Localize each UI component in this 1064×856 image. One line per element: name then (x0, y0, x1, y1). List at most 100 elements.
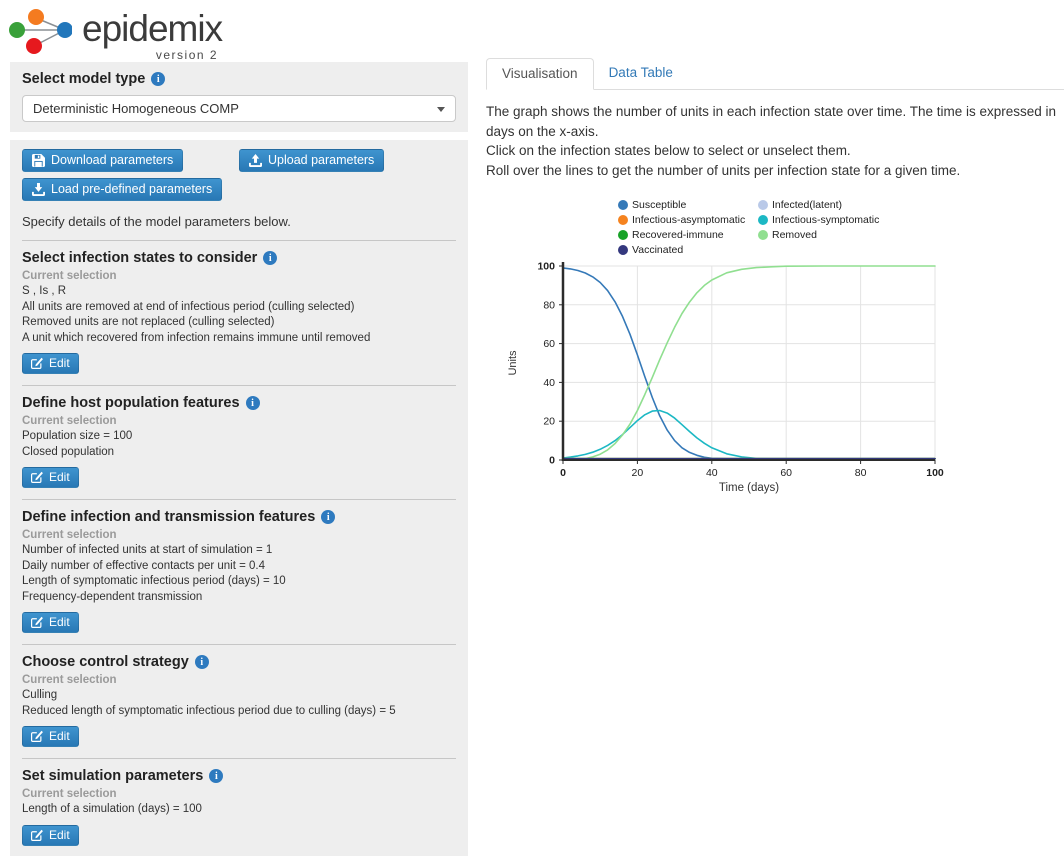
current-selection-line: Length of symptomatic infectious period … (22, 575, 286, 588)
model-type-select[interactable]: Deterministic Homogeneous COMP (22, 95, 456, 122)
legend-label: Infectious-asymptomatic (632, 214, 746, 227)
edit-icon (31, 730, 43, 743)
edit-icon (31, 616, 43, 629)
chart-legend: Susceptible Infected(latent) Infectious-as… (618, 199, 1064, 256)
current-selection-lines: S , Is , R All units are removed at end o… (22, 284, 456, 346)
edit-icon (31, 471, 43, 484)
chart-description-line: The graph shows the number of units in e… (486, 104, 1057, 139)
model-type-selected-value: Deterministic Homogeneous COMP (33, 101, 239, 116)
current-selection-label: Current selection (22, 415, 117, 428)
current-selection-line: Daily number of effective contacts per u… (22, 559, 266, 572)
parameter-section: Define host population features i Curren… (22, 385, 456, 489)
svg-text:40: 40 (706, 467, 718, 479)
svg-text:20: 20 (543, 416, 555, 428)
current-selection-label: Current selection (22, 529, 117, 542)
edit-button[interactable]: Edit (22, 612, 79, 634)
app-header: epidemix version 2 (8, 2, 223, 62)
legend-item-vaccinated[interactable]: Vaccinated (618, 244, 758, 256)
legend-color-dot (618, 245, 628, 256)
svg-text:0: 0 (560, 467, 566, 479)
svg-text:80: 80 (855, 467, 867, 479)
section-title: Set simulation parameters i (22, 768, 456, 784)
svg-text:60: 60 (543, 338, 555, 350)
info-icon[interactable]: i (151, 72, 166, 86)
download-parameters-button[interactable]: Download parameters (22, 149, 184, 172)
current-selection-lines: Number of infected units at start of sim… (22, 543, 456, 605)
intro-text: Specify details of the model parameters … (22, 214, 291, 229)
edit-icon (31, 357, 43, 370)
info-icon[interactable]: i (321, 510, 336, 525)
section-divider (22, 758, 456, 760)
legend-label: Susceptible (632, 199, 687, 212)
svg-text:60: 60 (780, 467, 792, 479)
current-selection-line: Population size = 100 (22, 430, 133, 443)
legend-color-dot (618, 200, 628, 211)
legend-color-dot (758, 200, 768, 211)
current-selection-line: Closed population (22, 445, 115, 458)
legend-color-dot (758, 215, 768, 226)
edit-button[interactable]: Edit (22, 467, 79, 489)
tab-bar: Visualisation Data Table (486, 58, 1064, 90)
epidemix-logo-icon (9, 9, 72, 54)
edit-button[interactable]: Edit (22, 726, 79, 748)
upload-parameters-button[interactable]: Upload parameters (239, 149, 385, 172)
chart-description-line: Roll over the lines to get the number of… (486, 162, 961, 178)
current-selection-lines: Culling Reduced length of symptomatic inf… (22, 688, 456, 719)
current-selection-lines: Length of a simulation (days) = 100 (22, 802, 456, 818)
svg-text:40: 40 (543, 377, 555, 389)
svg-text:Units: Units (507, 350, 519, 376)
parameter-section: Set simulation parameters i Current sele… (22, 758, 456, 846)
current-selection-line: Number of infected units at start of sim… (22, 544, 273, 557)
edit-button[interactable]: Edit (22, 353, 79, 375)
app-title: epidemix (82, 8, 223, 49)
parameter-section: Select infection states to consider i Cu… (22, 240, 456, 375)
current-selection-label: Current selection (22, 270, 117, 282)
results-panel: Visualisation Data Table The graph shows … (486, 58, 1064, 496)
parameter-section: Define infection and transmission featur… (22, 499, 456, 634)
edit-button[interactable]: Edit (22, 824, 79, 846)
info-icon[interactable]: i (245, 396, 260, 411)
parameter-section: Choose control strategy i Current select… (22, 644, 456, 748)
info-icon[interactable]: i (209, 769, 224, 784)
legend-item-removed[interactable]: Removed (758, 229, 918, 241)
current-selection-lines: Population size = 100 Closed population (22, 429, 456, 460)
section-title: Define infection and transmission featur… (22, 509, 456, 525)
legend-label: Infectious-symptomatic (772, 214, 880, 227)
edit-icon (31, 829, 43, 841)
download-icon (32, 182, 45, 196)
legend-color-dot (618, 215, 628, 226)
current-selection-line: Culling (22, 689, 58, 702)
infection-states-chart[interactable]: 0 20 40 60 80 100 0 20 40 60 80 100 Time (days) Units (486, 260, 966, 496)
section-divider (22, 385, 456, 387)
svg-text:Time (days): Time (days) (719, 482, 779, 494)
legend-item-infectious-asymptomatic[interactable]: Infectious-asymptomatic (618, 214, 758, 226)
chevron-down-icon (437, 107, 445, 112)
app-version: version 2 (155, 48, 219, 62)
current-selection-line: Reduced length of symptomatic infectious… (22, 704, 396, 717)
svg-text:100: 100 (537, 261, 555, 273)
svg-text:20: 20 (632, 467, 644, 479)
tab-data-table[interactable]: Data Table (608, 65, 673, 80)
legend-item-susceptible[interactable]: Susceptible (618, 199, 758, 211)
legend-item-infected-latent-[interactable]: Infected(latent) (758, 199, 918, 211)
current-selection-line: A unit which recovered from infection re… (22, 331, 371, 344)
legend-item-infectious-symptomatic[interactable]: Infectious-symptomatic (758, 214, 918, 226)
save-icon (32, 153, 45, 167)
load-predefined-parameters-button[interactable]: Load pre-defined parameters (22, 178, 223, 201)
upload-icon (249, 153, 262, 167)
info-icon[interactable]: i (194, 655, 209, 670)
section-title: Choose control strategy i (22, 654, 456, 670)
section-title: Define host population features i (22, 395, 456, 411)
legend-item-recovered-immune[interactable]: Recovered-immune (618, 229, 758, 241)
svg-text:80: 80 (543, 300, 555, 312)
tab-visualisation[interactable]: Visualisation (486, 58, 594, 90)
current-selection-line: Frequency-dependent transmission (22, 590, 203, 603)
legend-label: Infected(latent) (772, 199, 843, 212)
chart-description: The graph shows the number of units in e… (486, 102, 1064, 180)
current-selection-line: Length of a simulation (days) = 100 (22, 803, 202, 816)
current-selection-line: Removed units are not replaced (culling … (22, 316, 275, 329)
model-type-title: Select model type i (22, 71, 456, 87)
info-icon[interactable]: i (263, 251, 278, 265)
parameters-sidebar: Select model type i Deterministic Homoge… (10, 62, 468, 856)
model-type-panel: Select model type i Deterministic Homoge… (10, 62, 468, 132)
